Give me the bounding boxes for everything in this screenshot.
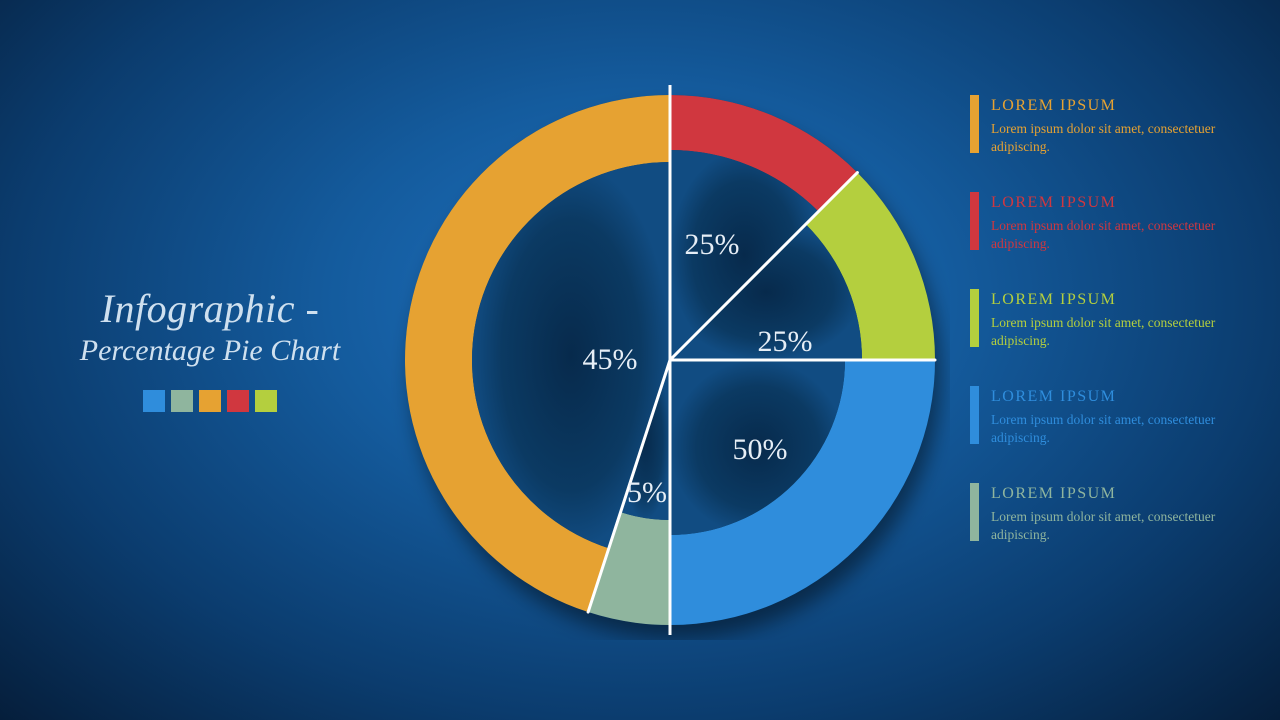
- percent-label-3: 50%: [733, 433, 788, 467]
- legend-text: LOREM IPSUM Lorem ipsum dolor sit amet, c…: [991, 483, 1270, 544]
- legend-desc: Lorem ipsum dolor sit amet, consectetuer…: [991, 508, 1270, 544]
- legend-bar: [970, 95, 979, 153]
- percent-label-1: 25%: [685, 228, 740, 262]
- percent-label-0: 45%: [583, 343, 638, 377]
- title-line1: Infographic -: [40, 285, 380, 332]
- legend-text: LOREM IPSUM Lorem ipsum dolor sit amet, c…: [991, 192, 1270, 253]
- legend-text: LOREM IPSUM Lorem ipsum dolor sit amet, c…: [991, 95, 1270, 156]
- legend-item-0: LOREM IPSUM Lorem ipsum dolor sit amet, c…: [970, 95, 1270, 156]
- swatch-0: [143, 390, 165, 412]
- donut-chart-svg: [390, 80, 950, 640]
- legend-text: LOREM IPSUM Lorem ipsum dolor sit amet, c…: [991, 289, 1270, 350]
- swatch-2: [199, 390, 221, 412]
- legend-title: LOREM IPSUM: [991, 95, 1270, 117]
- donut-chart: 45% 25% 25% 50% 5%: [390, 80, 950, 640]
- legend-bar: [970, 289, 979, 347]
- swatch-1: [171, 390, 193, 412]
- legend-title: LOREM IPSUM: [991, 192, 1270, 214]
- legend: LOREM IPSUM Lorem ipsum dolor sit amet, c…: [970, 95, 1270, 580]
- legend-desc: Lorem ipsum dolor sit amet, consectetuer…: [991, 411, 1270, 447]
- legend-item-3: LOREM IPSUM Lorem ipsum dolor sit amet, c…: [970, 386, 1270, 447]
- legend-title: LOREM IPSUM: [991, 386, 1270, 408]
- title-block: Infographic - Percentage Pie Chart: [40, 285, 380, 412]
- legend-item-1: LOREM IPSUM Lorem ipsum dolor sit amet, c…: [970, 192, 1270, 253]
- legend-item-4: LOREM IPSUM Lorem ipsum dolor sit amet, c…: [970, 483, 1270, 544]
- percent-label-4: 5%: [627, 476, 667, 510]
- swatch-3: [227, 390, 249, 412]
- legend-text: LOREM IPSUM Lorem ipsum dolor sit amet, c…: [991, 386, 1270, 447]
- swatch-4: [255, 390, 277, 412]
- legend-desc: Lorem ipsum dolor sit amet, consectetuer…: [991, 120, 1270, 156]
- legend-bar: [970, 386, 979, 444]
- legend-title: LOREM IPSUM: [991, 289, 1270, 311]
- legend-desc: Lorem ipsum dolor sit amet, consectetuer…: [991, 217, 1270, 253]
- legend-bar: [970, 192, 979, 250]
- swatch-row: [40, 390, 380, 412]
- title-line2: Percentage Pie Chart: [40, 334, 380, 368]
- percent-label-2: 25%: [758, 325, 813, 359]
- legend-desc: Lorem ipsum dolor sit amet, consectetuer…: [991, 314, 1270, 350]
- infographic-stage: Infographic - Percentage Pie Chart 45% 25…: [0, 0, 1280, 720]
- legend-item-2: LOREM IPSUM Lorem ipsum dolor sit amet, c…: [970, 289, 1270, 350]
- legend-bar: [970, 483, 979, 541]
- legend-title: LOREM IPSUM: [991, 483, 1270, 505]
